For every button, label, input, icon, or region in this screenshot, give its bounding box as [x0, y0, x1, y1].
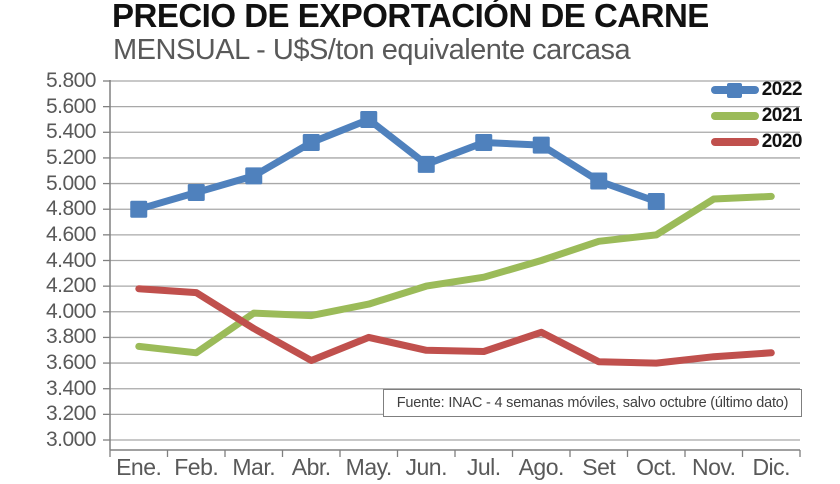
x-tick-label: Oct.	[636, 454, 677, 480]
y-tick-label: 4.600	[45, 222, 97, 246]
y-axis-labels: 5.800 5.600 5.400 5.200 5.000 4.800 4.600 4.400…	[0, 0, 100, 484]
x-tick-label: Jun.	[405, 454, 448, 480]
y-tick-label: 5.200	[45, 145, 97, 169]
source-note-box: Fuente: INAC - 4 semanas móviles, salvo …	[383, 389, 802, 417]
legend-item-2021: 2021	[710, 103, 803, 129]
legend-line-sample-blue	[710, 82, 759, 98]
x-tick-label: Nov.	[691, 454, 736, 480]
x-tick-label: Mar.	[232, 454, 276, 480]
y-tick-label: 3.000	[45, 428, 97, 451]
y-tick-label: 3.800	[45, 325, 97, 349]
legend-square-marker-icon	[727, 82, 743, 98]
y-tick-label: 5.600	[45, 94, 97, 118]
legend-item-2022: 2022	[710, 77, 803, 103]
y-tick-label: 3.600	[45, 351, 97, 375]
x-tick-label: Set	[582, 454, 616, 480]
chart-subtitle: MENSUAL - U$S/ton equivalente carcasa	[113, 34, 631, 66]
y-tick-label: 5.400	[45, 120, 97, 144]
x-tick-label: May.	[345, 454, 393, 480]
y-tick-label: 5.800	[45, 69, 97, 92]
y-tick-label: 4.800	[45, 197, 97, 221]
x-tick-label: Abr.	[291, 454, 331, 480]
legend-line-sample-green	[710, 112, 759, 120]
legend: 2022 2021 2020	[710, 77, 803, 155]
x-tick-label: Jul.	[466, 454, 501, 480]
y-tick-label: 4.400	[45, 248, 97, 272]
y-tick-label: 3.200	[45, 402, 97, 426]
y-tick-label: 4.200	[45, 274, 97, 298]
legend-label-2020: 2020	[761, 131, 803, 152]
x-tick-label: Dic.	[752, 454, 791, 480]
y-tick-label: 3.400	[45, 376, 97, 400]
source-note: Fuente: INAC - 4 semanas móviles, salvo …	[396, 395, 789, 411]
legend-line-sample-red	[710, 138, 759, 146]
legend-item-2020: 2020	[710, 129, 803, 155]
y-tick-label: 4.000	[45, 299, 97, 323]
legend-label-2021: 2021	[761, 105, 803, 126]
legend-label-2022: 2022	[761, 79, 803, 100]
chart-title: PRECIO DE EXPORTACIÓN DE CARNE	[112, 0, 709, 34]
x-tick-label: Feb.	[174, 454, 219, 480]
x-tick-label: Ago.	[518, 454, 565, 480]
x-tick-label: Ene.	[116, 454, 162, 480]
y-tick-label: 5.000	[45, 171, 97, 195]
